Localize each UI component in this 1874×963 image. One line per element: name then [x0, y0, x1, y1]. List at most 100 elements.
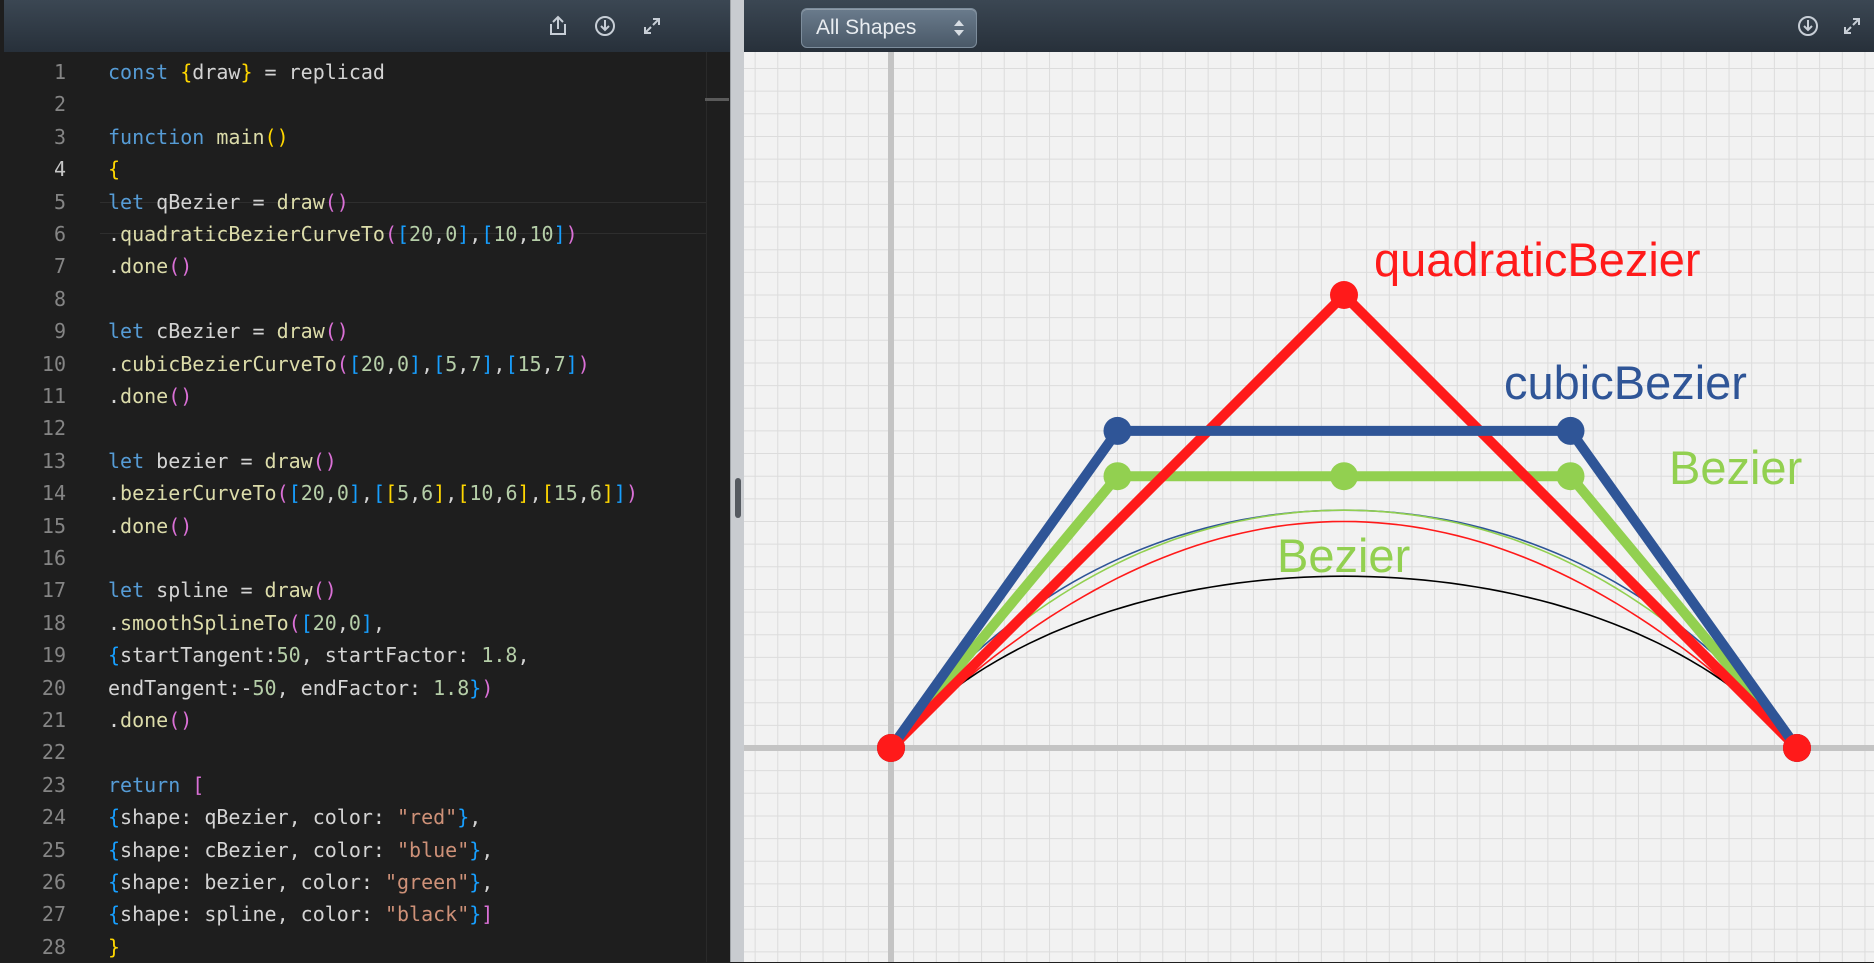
code-token: 10: [529, 222, 554, 246]
line-number: 6: [53, 222, 66, 246]
code-token: ,: [372, 610, 385, 635]
share-icon[interactable]: [544, 12, 572, 40]
line-number: 12: [41, 416, 66, 441]
line-number: 28: [41, 934, 66, 959]
code-token: done: [120, 513, 169, 538]
line-number: 2: [53, 92, 66, 117]
line-number: 19: [41, 643, 66, 668]
code-token: }: [469, 837, 482, 862]
code-line[interactable]: 20 endTangent:-50, endFactor: 1.8}): [4, 672, 704, 704]
code-token: .: [108, 351, 121, 376]
download-icon[interactable]: [591, 12, 619, 40]
drawing-canvas[interactable]: quadraticBezier cubicBezier Bezier Bezie…: [744, 52, 1874, 962]
code-token: (): [312, 578, 337, 603]
shape-select-dropdown[interactable]: All Shapes: [801, 8, 977, 48]
code-token: shape: spline, color:: [120, 902, 385, 927]
code-line[interactable]: 4{: [4, 153, 704, 185]
code-line[interactable]: 8: [4, 283, 704, 315]
code-line[interactable]: 7 .done(): [4, 250, 704, 282]
code-token: }: [469, 902, 482, 927]
code-line[interactable]: 21 .done(): [4, 704, 704, 736]
code-token: [: [348, 351, 361, 376]
code-token: [: [372, 481, 386, 506]
code-token: }: [240, 60, 253, 84]
code-line[interactable]: 18 .smoothSplineTo([20,0],: [4, 607, 704, 639]
editor-scrollbar[interactable]: [706, 52, 731, 962]
code-line[interactable]: 22: [4, 736, 704, 768]
code-line[interactable]: 13 let bezier = draw(): [4, 445, 704, 477]
control-point-cBezier: [1103, 416, 1132, 445]
code-line[interactable]: 26 {shape: bezier, color: "green"},: [4, 866, 704, 898]
code-text: .done(): [108, 704, 192, 736]
code-token: let: [108, 189, 157, 214]
code-line[interactable]: 23 return [: [4, 769, 704, 801]
canvas-background: [744, 52, 1874, 962]
expand-icon[interactable]: [638, 12, 666, 40]
code-line[interactable]: 3 function main(): [4, 121, 704, 153]
code-token: "blue": [397, 837, 470, 862]
code-token: (): [168, 708, 193, 732]
line-number: 4: [53, 157, 66, 182]
code-token: ]: [409, 351, 422, 376]
code-token: return: [108, 772, 193, 797]
code-token: done: [120, 708, 169, 732]
end-point: [1783, 734, 1811, 762]
code-line[interactable]: 10 .cubicBezierCurveTo([20,0],[5,7],[15,7…: [4, 348, 704, 380]
code-token: main: [216, 124, 265, 149]
code-token: done: [120, 254, 169, 279]
code-token: shape: cBezier, color:: [120, 837, 397, 862]
code-token: , endFactor:: [276, 675, 434, 700]
code-token: shape: bezier, color:: [120, 870, 385, 894]
code-token: {: [108, 157, 121, 182]
code-line[interactable]: 27 {shape: spline, color: "black"}]: [4, 898, 704, 930]
code-line[interactable]: 2: [4, 88, 704, 120]
code-token: ,: [324, 481, 337, 506]
line-number: 13: [41, 448, 66, 473]
code-token: ,: [577, 481, 590, 506]
code-text: {startTangent:50, startFactor: 1.8,: [108, 639, 529, 671]
code-line[interactable]: 28}: [4, 931, 704, 963]
code-token: spline =: [156, 578, 265, 603]
code-token: 50: [276, 643, 301, 668]
code-token: ,: [384, 351, 398, 376]
line-number: 22: [41, 740, 66, 765]
code-line[interactable]: 11 .done(): [4, 380, 704, 412]
code-line[interactable]: 17 let spline = draw(): [4, 574, 704, 606]
download-icon[interactable]: [1794, 12, 1822, 40]
code-line[interactable]: 25 {shape: cBezier, color: "blue"},: [4, 834, 704, 866]
code-token: "red": [397, 805, 458, 830]
line-number: 10: [41, 351, 66, 376]
code-area[interactable]: 1 const {draw} = replicad 2 3 function main(…: [4, 52, 732, 963]
code-token: [: [505, 351, 518, 376]
code-token: "green": [384, 870, 470, 894]
code-line[interactable]: 9 let cBezier = draw(): [4, 315, 704, 347]
code-line[interactable]: 14 .bezierCurveTo([20,0],[[5,6],[10,6],[1…: [4, 477, 704, 509]
code-token: draw: [192, 60, 241, 84]
control-point-bezier: [1556, 462, 1585, 491]
code-line[interactable]: 24 {shape: qBezier, color: "red"},: [4, 801, 704, 833]
line-number: 1: [53, 60, 66, 84]
end-point: [877, 734, 905, 762]
code-token: }: [457, 805, 470, 830]
code-text: let spline = draw(): [108, 574, 337, 606]
line-number: 21: [41, 708, 66, 732]
code-token: smoothSplineTo: [120, 610, 289, 635]
code-line[interactable]: 19 {startTangent:50, startFactor: 1.8,: [4, 639, 704, 671]
code-token: 15: [517, 351, 542, 376]
curve-bezier: [890, 509, 1798, 749]
code-token: (): [324, 319, 349, 344]
line-number: 18: [41, 610, 66, 635]
code-line[interactable]: 16: [4, 542, 704, 574]
line-number: 16: [41, 546, 66, 570]
code-line[interactable]: 15 .done(): [4, 510, 704, 542]
code-token: .: [108, 254, 121, 279]
expand-icon[interactable]: [1838, 12, 1866, 40]
code-line[interactable]: 1 const {draw} = replicad: [4, 56, 704, 88]
code-line[interactable]: 12: [4, 412, 704, 444]
code-line[interactable]: 6 .quadraticBezierCurveTo([20,0],[10,10]): [4, 218, 704, 250]
code-line[interactable]: 5 let qBezier = draw(): [4, 186, 704, 218]
splitter-handle[interactable]: [735, 478, 741, 518]
code-token: ): [565, 222, 578, 246]
code-token: [: [300, 610, 313, 635]
code-token: (): [168, 513, 193, 538]
